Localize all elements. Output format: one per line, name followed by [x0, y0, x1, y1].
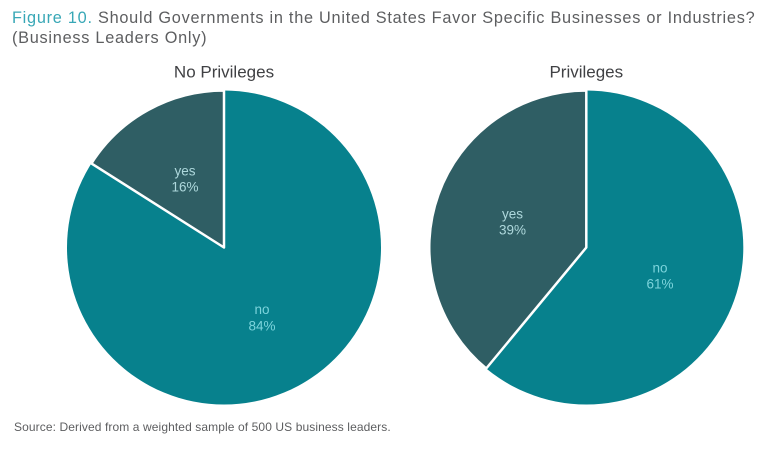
- svg-text:yes: yes: [174, 164, 195, 179]
- svg-text:16%: 16%: [171, 180, 198, 195]
- svg-text:Privileges: Privileges: [549, 63, 623, 82]
- svg-text:39%: 39%: [499, 223, 526, 238]
- svg-text:no: no: [652, 261, 667, 276]
- svg-text:yes: yes: [502, 207, 523, 222]
- svg-text:no: no: [254, 302, 269, 317]
- svg-text:84%: 84%: [248, 319, 275, 334]
- svg-text:No Privileges: No Privileges: [174, 63, 274, 82]
- svg-text:61%: 61%: [646, 277, 673, 292]
